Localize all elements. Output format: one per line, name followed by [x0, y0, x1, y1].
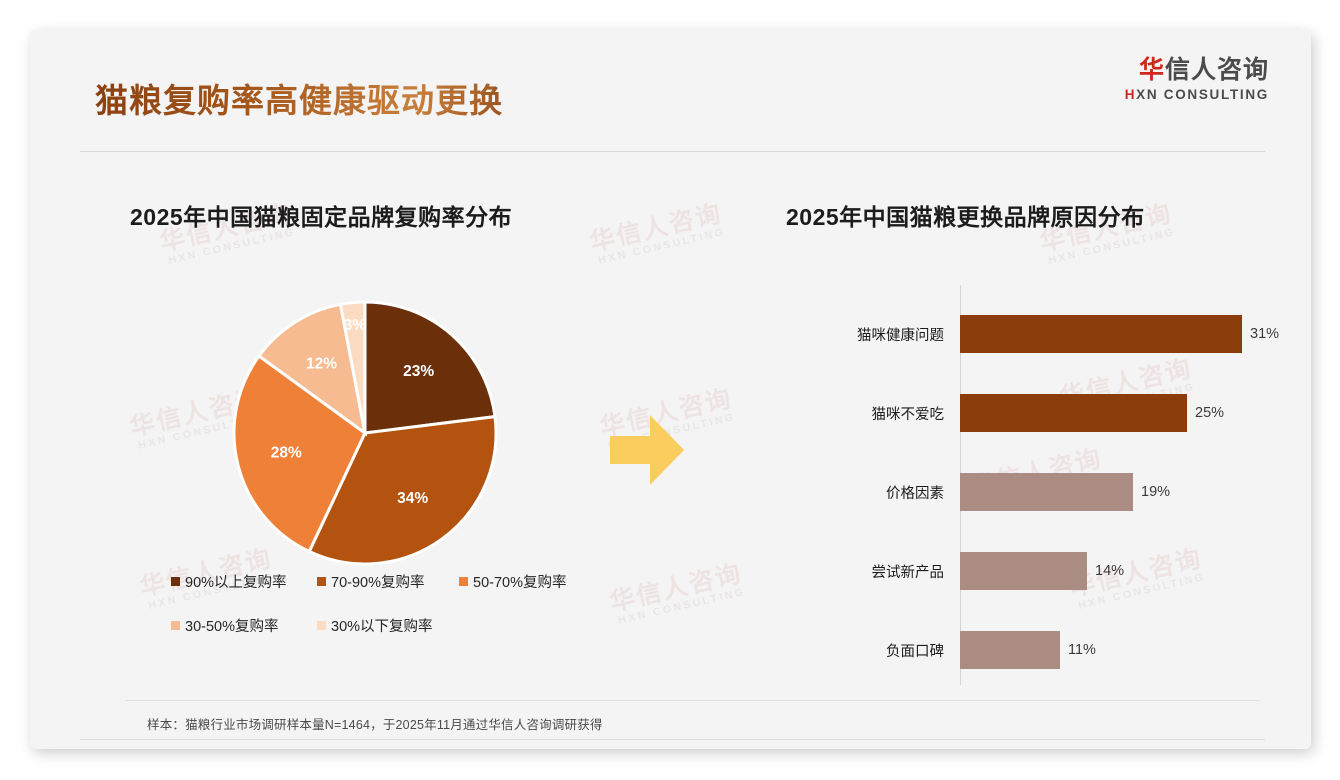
- bar-fill[interactable]: [960, 473, 1133, 511]
- pie-slice-label: 23%: [403, 363, 434, 380]
- legend-swatch-icon: [171, 621, 180, 630]
- footnote-divider: [125, 700, 1260, 701]
- bar-value-label: 14%: [1095, 563, 1125, 579]
- slide-canvas: 华信人咨询 HXN CONSULTING 华信人咨询 HXN CONSULTIN…: [30, 30, 1311, 749]
- pie-slice[interactable]: [232, 353, 367, 554]
- bar-row[interactable]: 负面口碑 11%: [816, 631, 1286, 669]
- bar-value-label: 19%: [1141, 484, 1171, 500]
- legend-item-2[interactable]: 50-70%复购率: [459, 571, 566, 592]
- legend-row: 90%以上复购率 70-90%复购率 50-70%复购率: [171, 571, 591, 592]
- bar-fill[interactable]: [960, 552, 1087, 590]
- bar-category-label: 猫咪健康问题: [857, 327, 944, 344]
- bar-category-label: 价格因素: [886, 485, 944, 502]
- watermark-en: HXN CONSULTING: [617, 586, 747, 628]
- watermark: 华信人咨询 HXN CONSULTING: [587, 199, 727, 268]
- legend-item-3[interactable]: 30-50%复购率: [171, 615, 317, 636]
- legend-label: 70-90%复购率: [331, 575, 425, 591]
- arrow-right-shape: [610, 415, 684, 485]
- legend-row: 30-50%复购率 30%以下复购率: [171, 615, 591, 636]
- legend-label: 50-70%复购率: [473, 575, 567, 591]
- bar-chart: 猫咪健康问题 31% 猫咪不爱吃 25% 价格因素 19% 尝试新产品 14% 负面口碑 11%: [816, 285, 1286, 685]
- brand-logo-cn-accent: 华: [1138, 56, 1165, 84]
- bar-row[interactable]: 猫咪不爱吃 25%: [816, 394, 1286, 432]
- bar-fill[interactable]: [960, 315, 1242, 353]
- footer-divider: [80, 739, 1265, 740]
- pie-slice-label: 12%: [306, 355, 337, 372]
- watermark-en: HXN CONSULTING: [597, 226, 727, 268]
- arrow-right-icon: [608, 412, 686, 493]
- legend-label: 30-50%复购率: [185, 619, 279, 635]
- legend-swatch-icon: [317, 577, 326, 586]
- brand-logo-cn-rest: 信人咨询: [1164, 56, 1269, 84]
- watermark-cn: 华信人咨询: [607, 559, 746, 617]
- legend-label: 30%以下复购率: [331, 619, 433, 635]
- watermark: 华信人咨询 HXN CONSULTING: [607, 559, 747, 628]
- brand-logo-en: HXN CONSULTING: [1125, 87, 1269, 102]
- brand-logo-en-accent: H: [1124, 86, 1137, 102]
- pie-chart: 23% 34% 28% 12% 3%: [230, 298, 500, 568]
- page-title: 猫粮复购率高健康驱动更换: [95, 74, 503, 122]
- pie-slice[interactable]: [256, 302, 368, 437]
- footnote-text: 样本：猫粮行业市场调研样本量N=1464，于2025年11月通过华信人咨询调研获…: [147, 718, 603, 732]
- brand-logo-en-rest: XN CONSULTING: [1136, 86, 1269, 102]
- bar-value-label: 25%: [1195, 405, 1225, 421]
- pie-slice-label: 28%: [271, 444, 302, 461]
- watermark-en: HXN CONSULTING: [167, 226, 297, 268]
- legend-label: 90%以上复购率: [185, 575, 287, 591]
- bar-track: 11%: [960, 631, 1286, 669]
- bar-track: 31%: [960, 315, 1286, 353]
- pie-chart-title: 2025年中国猫粮固定品牌复购率分布: [130, 204, 513, 230]
- legend-swatch-icon: [171, 577, 180, 586]
- bar-category-label: 尝试新产品: [871, 564, 945, 581]
- pie-slices: [232, 300, 498, 566]
- bar-row[interactable]: 尝试新产品 14%: [816, 552, 1286, 590]
- legend-swatch-icon: [317, 621, 326, 630]
- header-divider: [80, 151, 1265, 152]
- brand-logo: 华信人咨询 HXN CONSULTING: [1125, 56, 1269, 102]
- bar-value-label: 31%: [1250, 326, 1280, 342]
- pie-chart-svg: 23% 34% 28% 12% 3%: [232, 300, 498, 566]
- bar-category-label: 负面口碑: [886, 643, 944, 660]
- bar-fill[interactable]: [960, 394, 1187, 432]
- bar-track: 25%: [960, 394, 1286, 432]
- pie-slice[interactable]: [363, 300, 497, 435]
- watermark-cn: 华信人咨询: [587, 199, 726, 257]
- pie-slice[interactable]: [338, 300, 367, 434]
- pie-chart-legend: 90%以上复购率 70-90%复购率 50-70%复购率 30-50%复购率 3…: [171, 571, 591, 659]
- bar-track: 14%: [960, 552, 1286, 590]
- bar-category-label: 猫咪不爱吃: [871, 406, 945, 423]
- legend-item-1[interactable]: 70-90%复购率: [317, 571, 459, 592]
- bar-row[interactable]: 猫咪健康问题 31%: [816, 315, 1286, 353]
- bar-track: 19%: [960, 473, 1286, 511]
- watermark-en: HXN CONSULTING: [1047, 226, 1177, 268]
- legend-item-4[interactable]: 30%以下复购率: [317, 615, 433, 636]
- legend-item-0[interactable]: 90%以上复购率: [171, 571, 317, 592]
- bar-row[interactable]: 价格因素 19%: [816, 473, 1286, 511]
- legend-swatch-icon: [459, 577, 468, 586]
- bar-value-label: 11%: [1068, 642, 1096, 658]
- pie-slice-label: 3%: [344, 317, 367, 334]
- bar-chart-title: 2025年中国猫粮更换品牌原因分布: [786, 204, 1145, 230]
- bar-fill[interactable]: [960, 631, 1060, 669]
- pie-slice-label: 34%: [397, 490, 428, 507]
- brand-logo-cn: 华信人咨询: [1125, 56, 1269, 85]
- pie-slice-labels: 23% 34% 28% 12% 3%: [271, 317, 435, 507]
